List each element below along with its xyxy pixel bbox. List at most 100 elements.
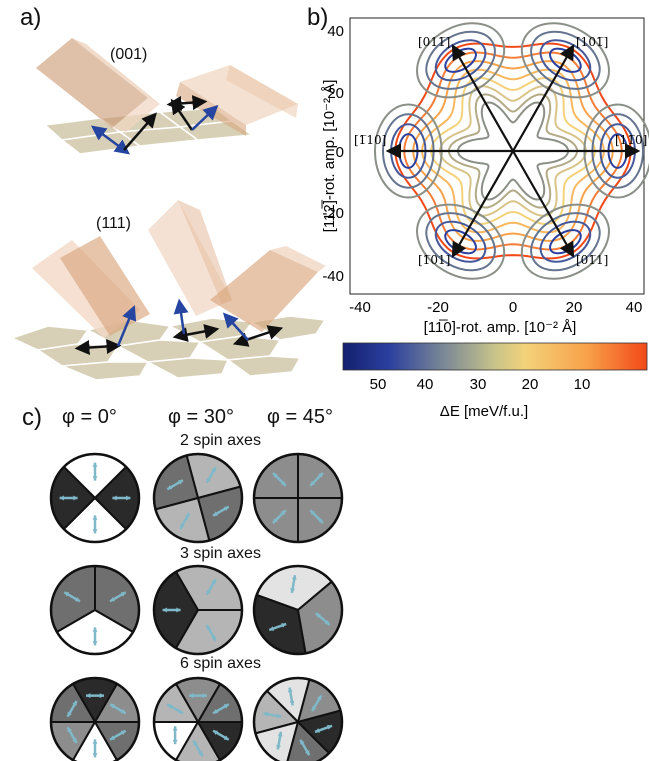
x-axis-label: [11̅0]-rot. amp. [10⁻² Å]	[424, 319, 577, 336]
dir-label-bottom-left: [1̅01]	[418, 253, 450, 267]
spin-arrow-head	[310, 480, 316, 486]
spin-arrow-head	[72, 701, 77, 706]
panel-b-label: b)	[307, 4, 329, 31]
spin-arrow-head	[176, 607, 181, 613]
phi-header-30: φ = 30°	[168, 406, 235, 428]
spin-arrow-head	[211, 635, 216, 641]
spin-arrow-head	[276, 713, 282, 719]
spin-arrow-head	[92, 462, 98, 467]
spin-arrow-head	[213, 709, 219, 714]
spin-arrow-head	[213, 730, 219, 735]
spin-arrow-head	[110, 597, 116, 602]
spin-arrow-head	[206, 477, 211, 483]
dir-label-bottom-right: [01̅1]	[576, 253, 608, 267]
domain-circle-outline	[49, 676, 141, 761]
domain-circle-r1-c0	[49, 564, 141, 656]
x-tick: 40	[626, 299, 643, 316]
octahedron-box-111-middle	[148, 200, 232, 316]
spin-arrow-head	[263, 711, 269, 717]
x-tick: 0	[509, 299, 517, 316]
x-tick-labels: -40 -20 0 20 40	[349, 299, 642, 316]
spin-arrow-head	[185, 513, 190, 519]
domain-circle-r1-c2	[252, 564, 344, 656]
spin-arrow-head	[223, 506, 229, 511]
panel-a-label: a)	[20, 4, 42, 31]
spin-arrow-head	[198, 751, 203, 757]
spin-arrow-head	[172, 739, 178, 745]
spin-domain-diagrams	[49, 452, 344, 761]
spin-arrow-head	[290, 588, 296, 593]
colorbar-label: ΔE [meV/f.u.]	[440, 403, 528, 420]
spin-arrow-head	[110, 704, 116, 709]
spin-arrow-head	[92, 739, 98, 744]
spin-arrow-head	[289, 700, 295, 706]
spin-arrow-head	[180, 523, 185, 529]
colorbar-tick: 40	[417, 376, 434, 393]
spin-arrow-head	[177, 480, 183, 485]
octahedron-box-001-left	[36, 38, 160, 132]
colorbar-tick: 10	[574, 376, 591, 393]
colorbar	[342, 342, 648, 371]
spin-arrow-head	[206, 589, 211, 595]
x-tick: -20	[427, 299, 449, 316]
spin-arrow-head	[189, 693, 194, 699]
spin-arrow-head	[211, 579, 216, 585]
domain-circle-r0-c2	[252, 452, 344, 544]
phi-header-0: φ = 0°	[62, 406, 117, 428]
y-tick: -40	[322, 268, 344, 285]
octahedron-box-111-left	[32, 236, 150, 338]
octahedron-box-111-right	[210, 246, 326, 332]
tile-plane-111	[9, 315, 327, 381]
spin-arrow-head	[120, 709, 126, 714]
direction-arrows	[385, 44, 641, 258]
spin-arrow-head	[86, 693, 91, 699]
domain-circle-outline	[49, 564, 141, 656]
y-axis-label: [112̅]-rot. amp. [10⁻² Å]	[321, 80, 338, 233]
domain-circle-outline	[152, 564, 244, 656]
spin-arrow-head	[280, 480, 286, 486]
spin-arrow-head	[167, 485, 173, 490]
spin-arrow-head	[269, 626, 275, 631]
spin-arrow-head	[112, 495, 117, 501]
domain-circle-r0-c0	[49, 452, 141, 544]
spin-arrow-head	[327, 724, 332, 730]
spin-arrow-head	[281, 623, 287, 628]
colorbar-tick: 30	[470, 376, 487, 393]
spin-arrow-head	[324, 620, 330, 625]
spin-arrow-head	[312, 706, 317, 712]
y-tick: -20	[322, 205, 344, 222]
caption-111: (111)	[96, 215, 131, 232]
spin-arrow-head	[72, 738, 77, 743]
spin-arrow-head	[287, 687, 293, 693]
spin-arrow-head	[64, 592, 70, 597]
domain-circle-outline	[252, 452, 344, 544]
caption-001: (001)	[110, 46, 148, 63]
spin-arrow-head	[110, 735, 116, 740]
row-label-3-spin-axes: 3 spin axes	[180, 545, 261, 562]
spin-arrow-head	[74, 597, 80, 602]
spin-arrow-head	[92, 753, 98, 758]
y-tick: 20	[327, 85, 344, 102]
domain-circle-r2-c0	[49, 676, 141, 761]
plot-frame	[349, 17, 645, 295]
dir-label-right: [11̅0]	[615, 133, 647, 147]
spin-arrow-head	[59, 495, 64, 501]
spin-arrow-head	[206, 625, 211, 631]
spin-arrow-head	[310, 510, 316, 516]
spin-arrow-head	[92, 641, 98, 646]
spin-arrow-head	[318, 473, 323, 478]
spin-arrow-head	[202, 693, 207, 699]
y-tick-labels: 40 20 0 -20 -40	[322, 23, 344, 285]
spin-arrow-head	[223, 735, 229, 740]
spin-arrow-head	[99, 693, 104, 699]
colorbar-tick: 50	[370, 376, 387, 393]
spin-arrow-head	[280, 510, 286, 516]
domain-circle-r2-c1	[152, 676, 244, 761]
spin-arrow-head	[126, 495, 131, 501]
spin-arrow-head	[92, 529, 98, 534]
colorbar-ticks: 50 40 30 20 10	[370, 376, 591, 393]
domain-circle-r2-c2	[252, 676, 344, 761]
domain-circle-outline	[152, 452, 244, 544]
spin-arrow-head	[120, 730, 126, 735]
spin-arrow-head	[92, 515, 98, 520]
